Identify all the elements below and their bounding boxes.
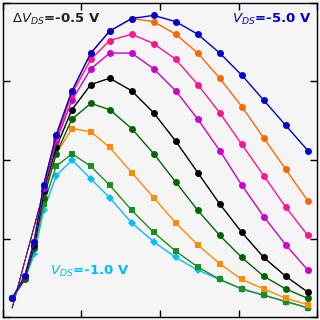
Text: $V_{DS}$=-1.0 V: $V_{DS}$=-1.0 V (50, 264, 129, 279)
Text: $\Delta V_{DS}$=-0.5 V: $\Delta V_{DS}$=-0.5 V (12, 12, 100, 27)
Text: $V_{DS}$=-5.0 V: $V_{DS}$=-5.0 V (232, 12, 311, 27)
